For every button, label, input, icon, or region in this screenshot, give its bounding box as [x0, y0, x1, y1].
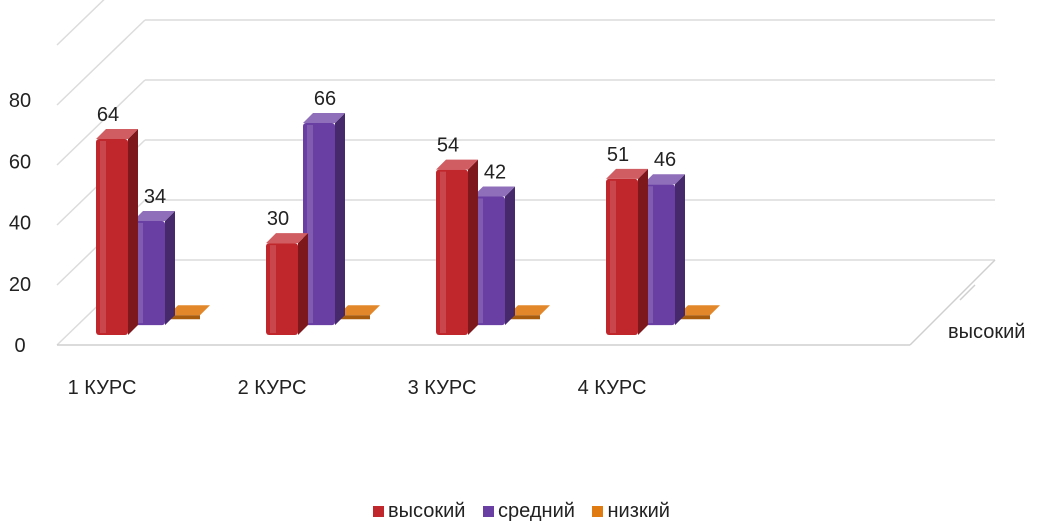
bar-highlight [100, 141, 106, 333]
side-grid-line [56, 0, 105, 46]
legend-swatch-nizkiy [592, 506, 604, 517]
bar-highlight [477, 198, 483, 324]
bar-sredniy-1 [133, 220, 165, 326]
data-label-vysokiy-1: 64 [97, 104, 119, 126]
x-tick-label-2: 2 КУРС [238, 377, 307, 399]
side-grid-line [56, 19, 146, 106]
bar-side-sredniy-2 [335, 112, 345, 326]
legend-item-sredniy: средний [483, 500, 575, 523]
bar-highlight [440, 171, 446, 333]
bar-sredniy-3 [473, 196, 505, 326]
bar-top-sredniy-1 [133, 210, 175, 221]
bar-top-sredniy-4 [643, 174, 685, 185]
y-tick-label: 0 [14, 335, 25, 357]
legend-label-nizkiy: низкий [607, 500, 670, 522]
floor-right-edge [909, 259, 996, 346]
bar-vysokiy-1 [96, 139, 128, 335]
bar-sredniy-4 [643, 184, 675, 326]
data-label-sredniy-4: 46 [654, 149, 676, 171]
x-tick-label-1: 1 КУРС [68, 377, 137, 399]
bar-side-sredniy-4 [675, 174, 685, 326]
bar-side-vysokiy-4 [638, 168, 648, 335]
data-label-vysokiy-4: 51 [607, 144, 629, 166]
bar-highlight [647, 186, 653, 324]
bar-side-vysokiy-1 [128, 129, 138, 335]
legend-item-nizkiy: низкий [592, 500, 670, 523]
bar-highlight [307, 124, 313, 324]
bar-highlight [137, 222, 143, 324]
bar-top-vysokiy-1 [96, 129, 138, 139]
bar-top-vysokiy-4 [606, 168, 648, 179]
bar-vysokiy-3 [436, 169, 468, 335]
side-grid-line [56, 79, 146, 166]
legend-swatch-vysokiy [373, 506, 385, 517]
legend-item-vysokiy: высокий [373, 500, 465, 523]
bar-nizkiy-2 [338, 305, 380, 316]
bar-nizkiy-3 [508, 305, 550, 316]
bar-side-sredniy-1 [165, 210, 175, 326]
bar-top-vysokiy-2 [266, 233, 308, 244]
chart-legend: высокий средний низкий [0, 500, 1043, 523]
depth-axis-tick [959, 284, 976, 301]
y-tick-label: 60 [9, 151, 31, 173]
legend-label-sredniy: средний [498, 500, 575, 522]
depth-axis-label: высокий [948, 321, 1025, 343]
data-label-vysokiy-2: 30 [267, 208, 289, 230]
bar-vysokiy-2 [266, 243, 298, 335]
y-tick-label: 40 [9, 213, 31, 235]
bar-top-sredniy-2 [303, 112, 345, 123]
bar-top-sredniy-3 [473, 186, 515, 197]
legend-label-vysokiy: высокий [388, 500, 466, 522]
bar-vysokiy-4 [606, 178, 638, 335]
x-tick-label-4: 4 КУРС [578, 377, 647, 399]
bar-side-vysokiy-3 [468, 159, 478, 335]
bar-top-vysokiy-3 [436, 159, 478, 170]
bar-side-vysokiy-2 [298, 233, 308, 335]
bar-highlight [270, 245, 276, 333]
data-label-sredniy-2: 66 [314, 88, 336, 110]
bar-nizkiy-1 [168, 305, 210, 316]
y-tick-label: 20 [9, 274, 31, 296]
bar-nizkiy-front-4 [678, 315, 710, 320]
y-tick-label: 80 [9, 90, 31, 112]
data-label-sredniy-1: 34 [144, 186, 166, 208]
bar-nizkiy-4 [678, 305, 720, 316]
data-label-sredniy-3: 42 [484, 161, 506, 183]
x-tick-label-3: 3 КУРС [408, 377, 477, 399]
bar-side-sredniy-3 [505, 186, 515, 326]
legend-swatch-sredniy [483, 506, 495, 517]
bar-sredniy-2 [303, 122, 335, 326]
data-label-vysokiy-3: 54 [437, 135, 459, 157]
bar-highlight [610, 180, 616, 333]
bar-nizkiy-front-3 [508, 315, 540, 320]
bar-nizkiy-front-1 [168, 315, 200, 320]
bar-nizkiy-front-2 [338, 315, 370, 320]
